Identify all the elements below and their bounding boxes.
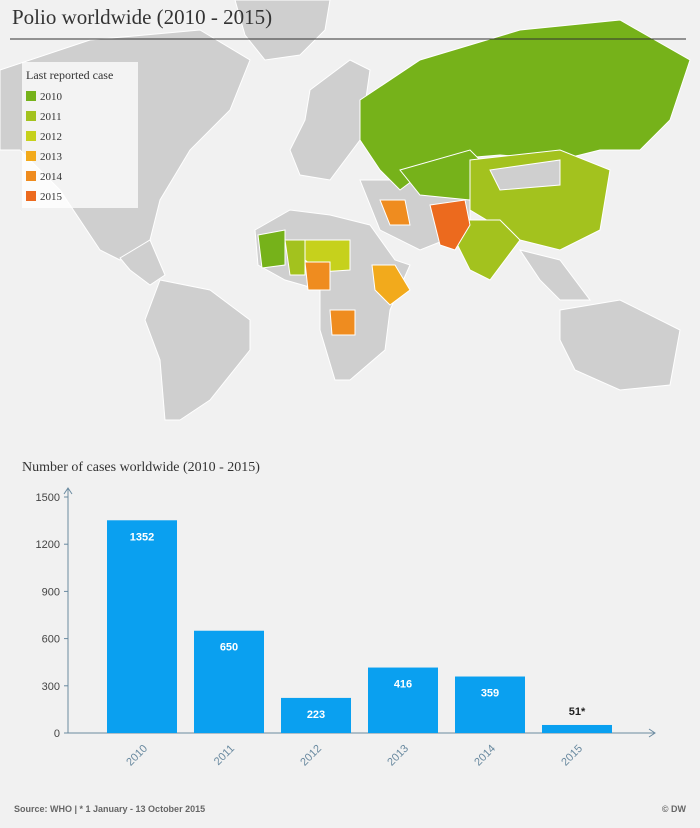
source: Source: WHO | * 1 January - 13 October 2… [14, 804, 205, 814]
europe [289, 59, 371, 181]
legend-swatch [26, 191, 36, 201]
afghanistan-pakistan [429, 199, 471, 251]
russia [359, 19, 691, 191]
bar [455, 676, 525, 733]
angola [329, 309, 356, 336]
bar [368, 667, 438, 733]
bar [107, 520, 177, 733]
legend-swatch [26, 131, 36, 141]
australia [559, 299, 681, 391]
y-tick-label: 0 [54, 728, 60, 740]
page-title: Polio worldwide (2010 - 2015) [12, 5, 272, 29]
y-tick-label: 900 [42, 586, 60, 598]
legend-label: 2014 [40, 171, 63, 183]
southeast-asia [518, 249, 591, 301]
legend-title: Last reported case [26, 68, 113, 82]
legend-label: 2013 [40, 151, 63, 163]
legend-swatch [26, 111, 36, 121]
nigeria [304, 261, 331, 291]
legend-label: 2011 [40, 111, 62, 123]
y-tick-label: 1500 [36, 492, 60, 504]
legend-swatch [26, 151, 36, 161]
south-america [144, 279, 251, 421]
data-label: 51* [569, 706, 586, 718]
legend-label: 2012 [40, 131, 62, 143]
syria-iraq [379, 199, 411, 226]
legend-box [22, 62, 138, 208]
bar [542, 724, 612, 733]
greenland [234, 0, 331, 61]
data-label: 650 [220, 642, 238, 654]
y-tick-label: 600 [42, 634, 60, 646]
legend: 2010 2011 2012 2013 2014 2015 [26, 91, 63, 203]
data-label: 416 [394, 679, 412, 691]
central-america [119, 239, 166, 286]
mongolia [489, 159, 561, 191]
west-africa [257, 229, 286, 269]
y-axis-arrow [63, 487, 73, 495]
legend-swatch [26, 91, 36, 101]
data-label: 1352 [130, 531, 154, 543]
mali [284, 239, 306, 276]
x-axis-arrow [648, 728, 656, 738]
legend-label: 2015 [40, 191, 63, 203]
chart-title: Number of cases worldwide (2010 - 2015) [22, 460, 260, 475]
horn-of-africa [371, 264, 411, 306]
y-tick-label: 300 [42, 681, 60, 693]
y-tick-label: 1200 [36, 539, 60, 551]
bar [194, 630, 264, 733]
data-label: 223 [307, 709, 325, 721]
legend-label: 2010 [40, 91, 63, 103]
legend-swatch [26, 171, 36, 181]
credit: © DW [662, 804, 687, 814]
bar [281, 697, 351, 733]
data-label: 359 [481, 688, 499, 700]
